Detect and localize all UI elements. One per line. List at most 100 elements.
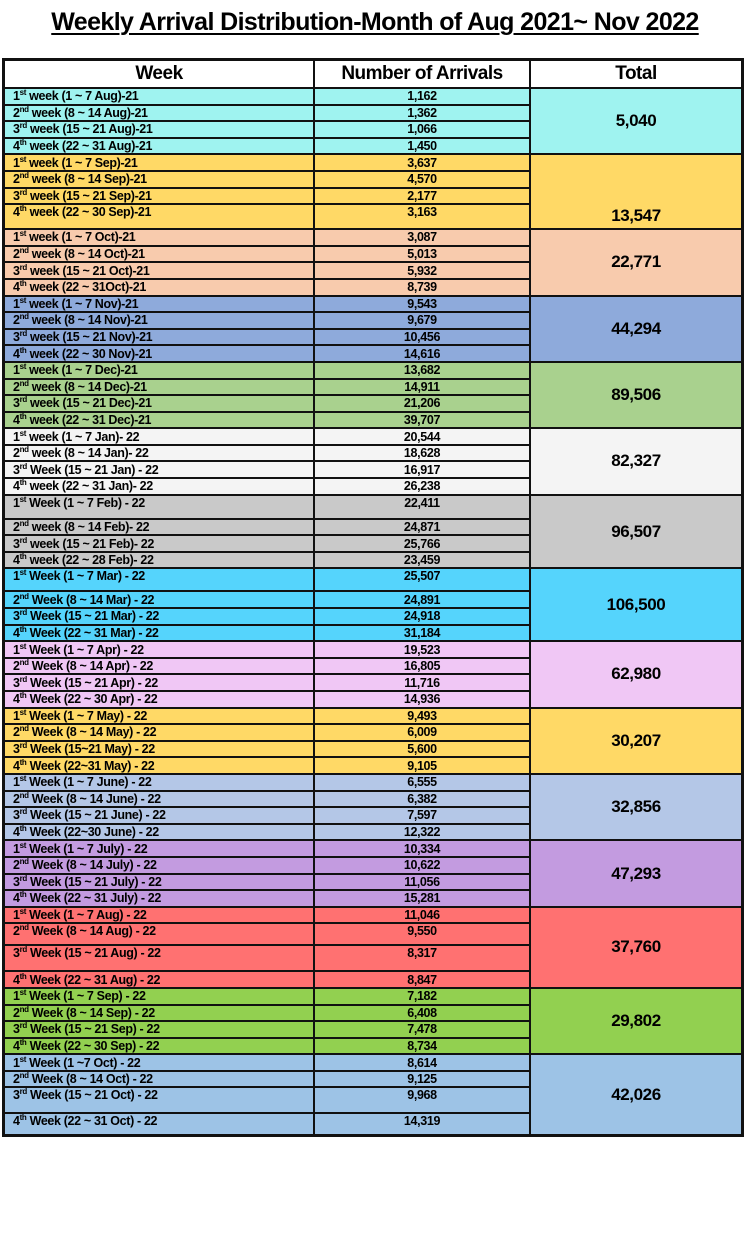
ordinal-suffix: nd bbox=[19, 171, 29, 181]
header-arrivals: Number of Arrivals bbox=[313, 58, 531, 89]
month-total: 96,507 bbox=[529, 493, 744, 570]
arrivals-value: 6,555 bbox=[313, 772, 531, 792]
week-label: 2nd week (8 ~ 14 Aug)-21 bbox=[2, 103, 315, 123]
arrivals-value: 14,319 bbox=[313, 1112, 531, 1137]
week-label: 1st Week (1 ~ 7 Aug) - 22 bbox=[2, 905, 315, 925]
week-label: 1st week (1 ~ 7 Sep)-21 bbox=[2, 153, 315, 172]
ordinal-suffix: th bbox=[19, 204, 27, 214]
ordinal-suffix: rd bbox=[19, 674, 28, 684]
arrivals-value: 21,206 bbox=[313, 394, 531, 413]
arrivals-value: 10,456 bbox=[313, 327, 531, 347]
ordinal-suffix: st bbox=[19, 1054, 27, 1064]
arrivals-value: 18,628 bbox=[313, 443, 531, 463]
ordinal-suffix: st bbox=[19, 229, 27, 239]
arrivals-value: 31,184 bbox=[313, 623, 531, 643]
week-label: 2nd Week (8 ~ 14 Mar) - 22 bbox=[2, 590, 315, 610]
week-label: 4th Week (22 ~ 31 July) - 22 bbox=[2, 889, 315, 908]
week-label: 3rd Week (15 ~ 21 Jan) - 22 bbox=[2, 460, 315, 480]
week-label: 3rd Week (15 ~ 21 Apr) - 22 bbox=[2, 673, 315, 692]
week-label: 4th week (22 ~ 31 Dec)-21 bbox=[2, 410, 315, 430]
ordinal-suffix: st bbox=[19, 295, 27, 305]
arrivals-value: 9,550 bbox=[313, 922, 531, 947]
week-label: 4th Week (22~30 June) - 22 bbox=[2, 822, 315, 842]
week-label: 2nd Week (8 ~ 14 Oct) - 22 bbox=[2, 1069, 315, 1089]
week-label: 1st week (1 ~ 7 Oct)-21 bbox=[2, 228, 315, 247]
arrivals-value: 7,182 bbox=[313, 986, 531, 1006]
ordinal-suffix: th bbox=[19, 345, 27, 355]
table-row: 1st week (1 ~ 7 Oct)-21 3,087 22,771 bbox=[2, 228, 744, 297]
arrivals-value: 5,013 bbox=[313, 244, 531, 264]
week-label: 3rd Week (15 ~ 21 Aug) - 22 bbox=[2, 944, 315, 973]
table-row: 1st week (1 ~ 7 Sep)-21 3,637 13,547 bbox=[2, 153, 744, 231]
week-label: 3rd week (15 ~ 21 Nov)-21 bbox=[2, 327, 315, 347]
ordinal-suffix: rd bbox=[19, 1021, 28, 1031]
ordinal-suffix: st bbox=[19, 907, 27, 917]
arrivals-value: 1,450 bbox=[313, 136, 531, 156]
arrivals-value: 1,362 bbox=[313, 103, 531, 123]
arrivals-value: 24,871 bbox=[313, 517, 531, 537]
week-label: 2nd week (8 ~ 14 Dec)-21 bbox=[2, 377, 315, 397]
arrivals-value: 4,570 bbox=[313, 169, 531, 189]
week-label: 1st Week (1 ~ 7 July) - 22 bbox=[2, 839, 315, 858]
arrivals-value: 9,125 bbox=[313, 1069, 531, 1089]
ordinal-suffix: st bbox=[19, 428, 27, 438]
week-label: 3rd week (15 ~ 21 Sep)-21 bbox=[2, 186, 315, 206]
arrivals-value: 2,177 bbox=[313, 186, 531, 206]
ordinal-suffix: st bbox=[19, 362, 27, 372]
ordinal-suffix: rd bbox=[19, 535, 28, 545]
month-total: 42,026 bbox=[529, 1053, 744, 1137]
month-total: 30,207 bbox=[529, 706, 744, 775]
arrivals-value: 6,382 bbox=[313, 789, 531, 809]
table-row: 1st Week (1 ~ 7 Apr) - 22 19,523 62,980 bbox=[2, 640, 744, 709]
month-total: 82,327 bbox=[529, 427, 744, 496]
week-label: 1st Week (1 ~ 7 Apr) - 22 bbox=[2, 640, 315, 659]
ordinal-suffix: th bbox=[19, 971, 27, 981]
week-label: 1st week (1 ~ 7 Nov)-21 bbox=[2, 294, 315, 314]
ordinal-suffix: rd bbox=[19, 945, 28, 955]
arrivals-value: 19,523 bbox=[313, 640, 531, 659]
arrivals-value: 6,408 bbox=[313, 1003, 531, 1023]
week-label: 1st week (1 ~ 7 Aug)-21 bbox=[2, 87, 315, 106]
table-row: 1st week (1 ~ 7 Nov)-21 9,543 44,294 bbox=[2, 294, 744, 363]
week-label: 4th week (22 ~ 31Oct)-21 bbox=[2, 277, 315, 297]
arrivals-value: 8,847 bbox=[313, 970, 531, 989]
week-label: 2nd Week (8 ~ 14 Apr) - 22 bbox=[2, 656, 315, 676]
arrivals-value: 14,911 bbox=[313, 377, 531, 397]
week-label: 3rd Week (15 ~ 21 Sep) - 22 bbox=[2, 1020, 315, 1039]
arrivals-value: 24,918 bbox=[313, 607, 531, 626]
arrivals-value: 11,716 bbox=[313, 673, 531, 692]
week-label: 1st Week (1 ~ 7 June) - 22 bbox=[2, 772, 315, 792]
ordinal-suffix: st bbox=[19, 774, 27, 784]
ordinal-suffix: st bbox=[19, 88, 27, 98]
arrivals-value: 5,600 bbox=[313, 739, 531, 759]
arrivals-value: 5,932 bbox=[313, 261, 531, 280]
arrivals-value: 12,322 bbox=[313, 822, 531, 842]
month-total: 22,771 bbox=[529, 228, 744, 297]
arrivals-value: 15,281 bbox=[313, 889, 531, 908]
ordinal-suffix: st bbox=[19, 641, 27, 651]
week-label: 4th Week (22 ~ 30 Sep) - 22 bbox=[2, 1036, 315, 1056]
week-label: 4th week (22 ~ 30 Sep)-21 bbox=[2, 203, 315, 231]
week-label: 3rd week (15 ~ 21 Aug)-21 bbox=[2, 120, 315, 139]
ordinal-suffix: th bbox=[19, 757, 27, 767]
arrivals-value: 9,968 bbox=[313, 1086, 531, 1115]
ordinal-suffix: nd bbox=[19, 658, 29, 668]
week-label: 1st Week (1 ~ 7 Mar) - 22 bbox=[2, 567, 315, 593]
week-label: 3rd week (15 ~ 21 Feb)- 22 bbox=[2, 534, 315, 553]
week-label: 2nd week (8 ~ 14 Oct)-21 bbox=[2, 244, 315, 264]
week-label: 2nd Week (8 ~ 14 Aug) - 22 bbox=[2, 922, 315, 947]
ordinal-suffix: th bbox=[19, 691, 27, 701]
arrivals-value: 8,739 bbox=[313, 277, 531, 297]
week-label: 2nd Week (8 ~ 14 June) - 22 bbox=[2, 789, 315, 809]
week-label: 3rd Week (15 ~ 21 Mar) - 22 bbox=[2, 607, 315, 626]
arrivals-value: 23,459 bbox=[313, 550, 531, 570]
ordinal-suffix: nd bbox=[19, 312, 29, 322]
week-label: 2nd week (8 ~ 14 Sep)-21 bbox=[2, 169, 315, 189]
arrivals-value: 24,891 bbox=[313, 590, 531, 610]
table-row: 1st week (1 ~ 7 Aug)-21 1,162 5,040 bbox=[2, 86, 744, 156]
month-total: 106,500 bbox=[529, 567, 744, 643]
ordinal-suffix: th bbox=[19, 1037, 27, 1047]
arrivals-value: 3,637 bbox=[313, 153, 531, 172]
ordinal-suffix: nd bbox=[19, 591, 29, 601]
arrivals-value: 9,493 bbox=[313, 706, 531, 726]
